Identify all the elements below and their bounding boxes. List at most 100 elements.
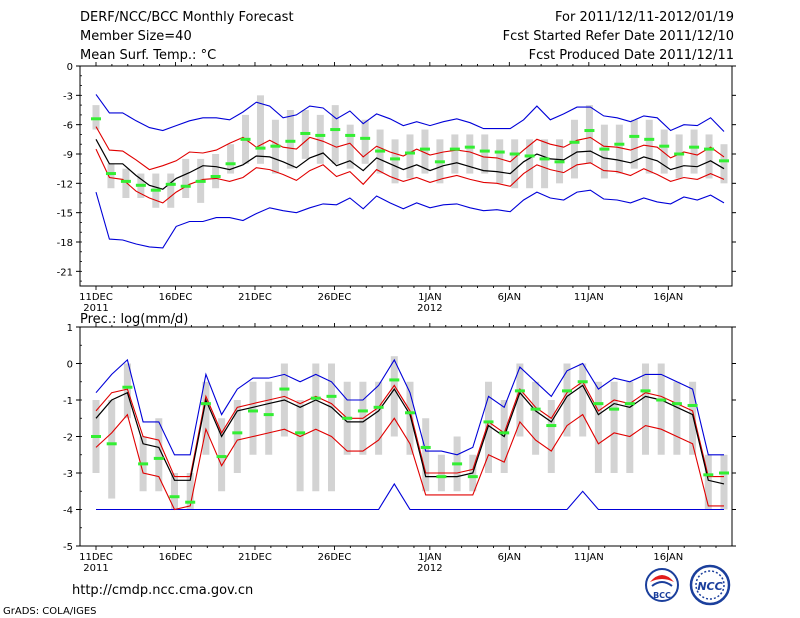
box-bar: [107, 163, 115, 189]
member-mark: [240, 137, 251, 141]
y-tick-label: -15: [57, 209, 73, 220]
y-tick-label: -9: [63, 150, 73, 161]
member-mark: [232, 431, 243, 435]
x-tick-label: 21DEC: [238, 552, 272, 563]
box-bar: [171, 473, 178, 510]
y-tick-label: 0: [67, 360, 73, 371]
member-mark: [609, 407, 620, 411]
member-mark: [719, 159, 729, 163]
box-bar: [316, 114, 324, 164]
box-bar: [122, 168, 130, 198]
x-tick-label: 16DEC: [159, 552, 193, 563]
chart-title: DERF/NCC/BCC Monthly Forecast: [80, 10, 294, 25]
y-tick-label: 0: [67, 62, 73, 73]
precip-panel-label: Prec.: log(mm/d): [80, 312, 188, 327]
member-mark: [687, 403, 698, 407]
box-bar: [516, 363, 524, 437]
member-mark: [105, 172, 116, 176]
inner-lower-line: [95, 413, 724, 511]
box-bar: [626, 381, 634, 473]
member-mark: [165, 182, 176, 186]
member-mark: [614, 142, 625, 146]
bcc-logo: BCC: [645, 568, 679, 602]
y-tick-label: -12: [57, 179, 73, 190]
box-bar: [155, 418, 163, 492]
box-bar: [421, 129, 429, 174]
member-mark: [200, 402, 211, 406]
member-mark: [689, 145, 700, 149]
box-bar: [182, 158, 190, 198]
plot-frame: [79, 65, 733, 287]
member-size-label: Member Size=40: [80, 29, 192, 44]
member-mark: [624, 402, 635, 406]
forecast-period: For 2011/12/11-2012/01/19: [555, 10, 734, 25]
member-mark: [150, 188, 161, 192]
x-tick-label: 1JAN: [418, 552, 441, 563]
box-bar: [406, 381, 414, 455]
member-mark: [135, 183, 146, 187]
box-bar: [511, 139, 519, 189]
y-tick-label: -1: [63, 396, 73, 407]
member-mark: [326, 394, 337, 398]
box-bar: [466, 134, 474, 174]
box-bar: [361, 119, 369, 164]
box-bar: [312, 363, 320, 492]
member-mark: [345, 133, 356, 137]
box-bar: [391, 139, 399, 184]
box-bar: [346, 124, 354, 169]
x-tick-label: 16JAN: [653, 552, 683, 563]
member-mark: [659, 144, 670, 148]
x-tick-sublabel: 2012: [417, 563, 442, 574]
outer-lower-line: [96, 482, 724, 511]
box-bar: [690, 129, 698, 174]
y-tick-label: -18: [57, 238, 73, 249]
box-bar: [657, 363, 665, 455]
member-mark: [434, 160, 445, 164]
member-mark: [342, 416, 353, 420]
member-mark: [671, 402, 682, 406]
box-bar: [256, 95, 264, 164]
box-bar: [186, 473, 194, 510]
member-mark: [640, 389, 651, 393]
x-tick-label: 21DEC: [238, 292, 272, 303]
member-mark: [530, 407, 541, 411]
x-tick-label: 6JAN: [498, 292, 521, 303]
member-mark: [569, 140, 580, 144]
member-mark: [420, 445, 431, 449]
box-bar: [375, 381, 383, 455]
box-bar: [705, 134, 713, 179]
member-mark: [106, 442, 117, 446]
y-tick-label: -5: [63, 542, 73, 553]
member-mark: [225, 162, 236, 166]
member-mark: [285, 139, 296, 143]
ncc-logo: NCC: [689, 564, 731, 606]
forecast-produced-date: Fcst Produced Date 2011/12/11: [528, 48, 734, 63]
member-mark: [419, 147, 430, 151]
box-bar: [660, 129, 668, 174]
member-mark: [216, 455, 227, 459]
box-bar: [167, 173, 175, 208]
member-mark: [405, 151, 415, 155]
member-mark: [584, 129, 595, 133]
box-bar: [265, 381, 273, 455]
grads-credit: GrADS: COLA/IGES: [3, 606, 97, 617]
box-bar: [615, 124, 623, 174]
member-mark: [248, 409, 258, 413]
member-mark: [554, 160, 565, 164]
member-mark: [153, 456, 164, 460]
member-mark: [263, 413, 274, 417]
box-bar: [594, 381, 602, 473]
box-bar: [108, 400, 116, 499]
member-mark: [562, 389, 572, 393]
box-bar: [579, 363, 587, 437]
y-tick-label: -3: [63, 469, 73, 480]
box-bar: [496, 139, 504, 184]
box-bar: [532, 381, 540, 455]
box-bar: [610, 381, 618, 473]
box-bar: [481, 134, 489, 174]
box-bar: [720, 144, 728, 184]
member-mark: [210, 174, 221, 178]
y-tick-label: -2: [63, 433, 73, 444]
